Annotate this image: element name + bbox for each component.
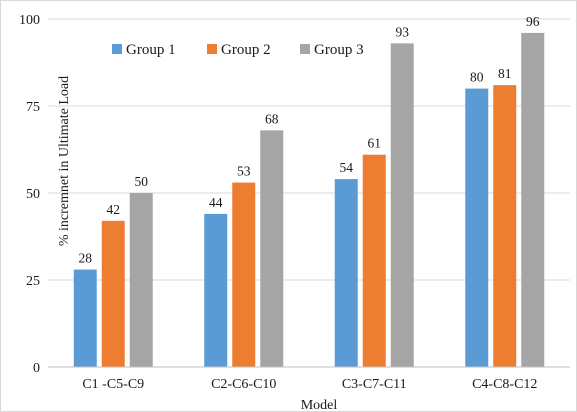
bar-group-2 [493,85,517,368]
data-label: 68 [265,111,279,126]
legend-swatch [300,44,310,54]
bar-group-3 [129,193,153,367]
bar-group-1 [334,179,358,367]
bar-group-3 [521,32,545,368]
y-tick-label: 0 [33,361,40,376]
legend-label: Group 3 [314,42,364,58]
bar-group-3 [260,130,284,367]
data-label: 44 [209,195,223,210]
data-label: 80 [470,70,484,85]
legend-label: Group 1 [126,42,176,58]
x-axis-title: Model [301,398,338,412]
data-labels: 28 42 50 44 53 68 54 61 93 80 81 96 [79,14,540,266]
x-tick-label: C1 -C5-C9 [82,377,144,392]
bar-group-3 [390,43,414,368]
bar-group-1 [204,213,228,367]
data-label: 50 [135,174,149,189]
y-tick-label: 50 [26,187,40,202]
bar-group-2 [362,154,386,367]
bar-group-1 [465,88,489,367]
legend-swatch [112,44,122,54]
legend-label: Group 2 [221,42,271,58]
data-label: 28 [79,251,93,266]
data-label: 93 [396,24,410,39]
x-tick-label: C3-C7-C11 [342,377,407,392]
data-label: 96 [526,14,540,29]
x-tick-label: C2-C6-C10 [211,377,276,392]
data-label: 42 [107,202,121,217]
data-label: 61 [368,136,382,151]
data-label: 81 [498,66,512,81]
legend-swatch [207,44,217,54]
bar-group-1 [73,269,97,367]
data-label: 53 [237,164,251,179]
bar-group-2 [232,182,256,367]
bars [73,32,545,368]
axes: 0 25 50 75 100 C1 -C5-C9 C2-C6-C10 C3-C7-C11 C4-… [19,13,570,392]
y-tick-label: 100 [19,13,40,28]
y-tick-label: 25 [26,274,40,289]
bar-group-2 [101,220,125,367]
y-axis-title: % incremnet in Ultimate Load [57,76,72,246]
legend: Group 1 Group 2 Group 3 [112,42,364,58]
data-label: 54 [340,160,354,175]
y-tick-label: 75 [26,100,40,115]
x-tick-label: C4-C8-C12 [472,377,537,392]
